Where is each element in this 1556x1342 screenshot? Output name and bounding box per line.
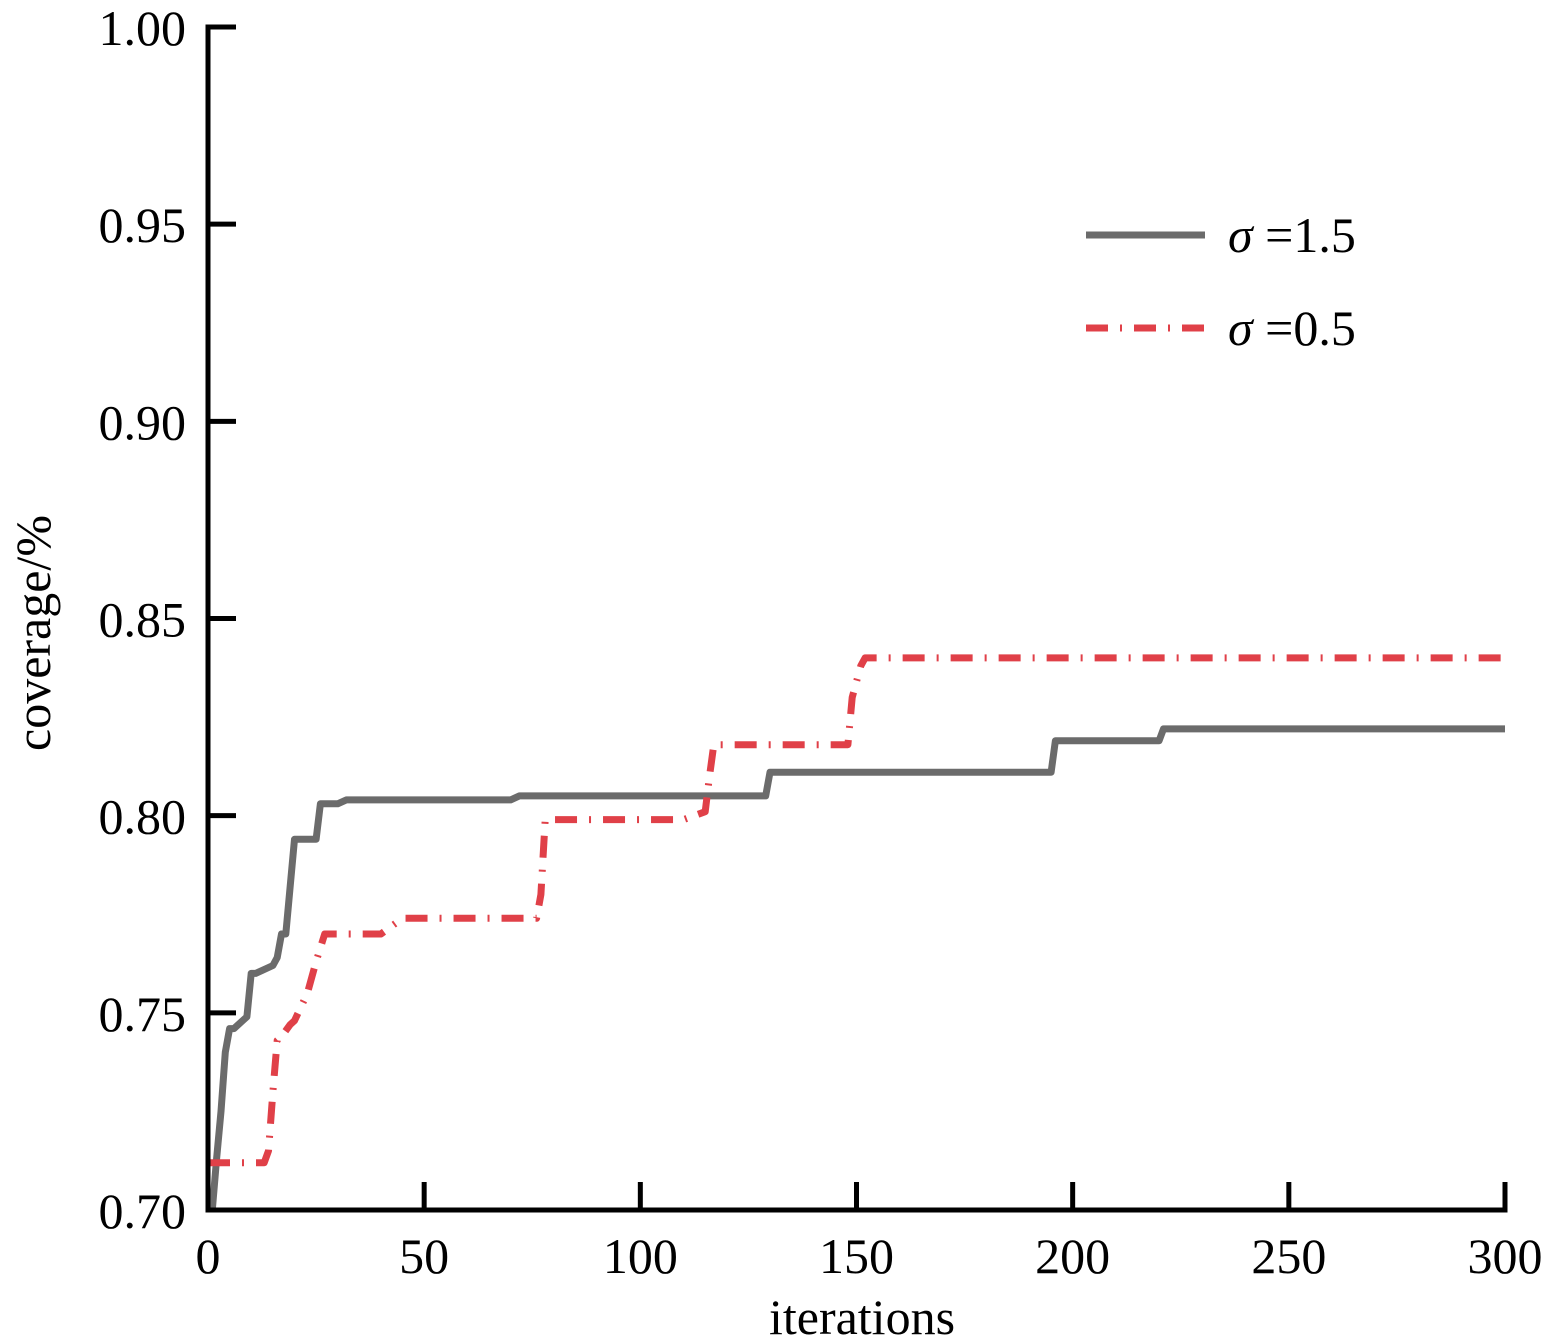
legend: σ =1.5 σ =0.5 — [1086, 207, 1356, 356]
y-axis-ticks: 0.70 0.75 0.80 0.85 0.90 0.95 1.00 — [99, 0, 236, 1239]
y-tick-label: 0.95 — [99, 197, 187, 253]
x-tick-label: 50 — [399, 1228, 449, 1284]
series-layer — [208, 654, 1505, 1211]
y-tick-label: 0.75 — [99, 986, 187, 1042]
x-tick-label: 0 — [196, 1228, 221, 1284]
y-axis-title: coverage/% — [5, 515, 61, 751]
axes-layer — [205, 24, 1508, 1213]
x-tick-label: 200 — [1035, 1228, 1110, 1284]
legend-label-sigma-0-5: σ =0.5 — [1228, 300, 1356, 356]
legend-sigma-value: =0.5 — [1253, 300, 1356, 356]
plot-area: 0 50 100 150 200 250 300 0.700.750.800.850.900… — [99, 0, 1543, 1284]
y-tick-label: 0.85 — [99, 592, 187, 648]
legend-sigma-value: =1.5 — [1253, 207, 1356, 263]
legend-sigma-symbol: σ — [1228, 300, 1255, 356]
x-axis-title: iterations — [769, 1289, 955, 1342]
series-line-0 — [208, 725, 1505, 1211]
x-tick-label: 250 — [1251, 1228, 1326, 1284]
x-tick-label: 300 — [1468, 1228, 1543, 1284]
y-tick-label: 0.90 — [99, 394, 187, 450]
y-tick-label: 0.80 — [99, 789, 187, 845]
y-tick-label: 1.00 — [99, 0, 187, 56]
legend-item-sigma-1-5: σ =1.5 — [1086, 207, 1356, 263]
series-line-1 — [208, 654, 1505, 1167]
legend-sigma-symbol: σ — [1228, 207, 1255, 263]
y-tick-label: 0.70 — [99, 1183, 187, 1239]
x-axis-ticks: 0 50 100 150 200 250 300 — [196, 1182, 1543, 1284]
legend-label-sigma-1-5: σ =1.5 — [1228, 207, 1356, 263]
x-tick-label: 100 — [603, 1228, 678, 1284]
legend-item-sigma-0-5: σ =0.5 — [1086, 300, 1356, 356]
x-tick-label: 150 — [819, 1228, 894, 1284]
